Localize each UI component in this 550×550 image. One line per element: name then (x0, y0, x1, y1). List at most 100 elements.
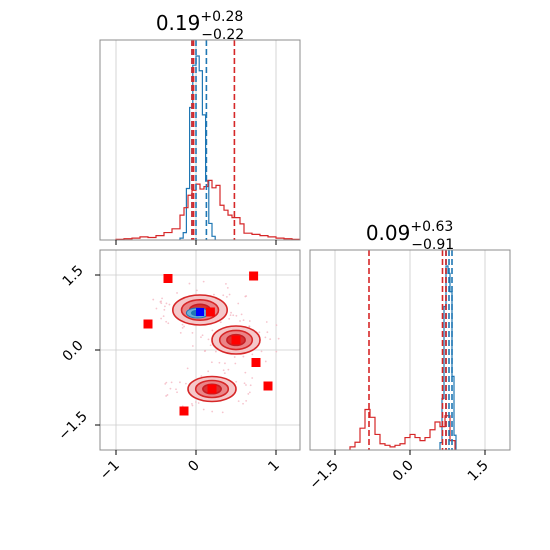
scatter-point (249, 384, 252, 387)
scatter-point (167, 322, 170, 325)
scatter-point (223, 372, 226, 375)
histograms-top-left (115, 55, 300, 240)
scatter-point (221, 411, 224, 414)
scatter-point (230, 311, 232, 314)
title-bottom-right: 0.09+0.63 −0.91 (366, 219, 454, 253)
x-tick-label-bottom-right: 0.0 (390, 458, 417, 485)
scatter-point (229, 314, 232, 317)
quantile-lines-top-left (191, 40, 236, 240)
scatter-point (248, 391, 251, 394)
scatter-point (224, 362, 226, 365)
scatter-point (222, 294, 225, 297)
scatter-point (228, 293, 231, 296)
scatter-point (160, 302, 163, 305)
red-marker (179, 406, 189, 416)
scatter-point (197, 402, 200, 404)
scatter-point (222, 369, 225, 372)
scatter-point (202, 280, 205, 283)
scatter-point (191, 345, 194, 347)
x-ticks-top-left (115, 240, 277, 245)
title-top-left: 0.19+0.28 −0.22 (156, 9, 244, 43)
grid-bottom-left (100, 250, 300, 450)
scatter-point (166, 394, 169, 396)
panel-bottom-right-histogram: −1.5 0.0 1.5 0.09+0.63 −0.91 (306, 219, 511, 493)
scatter-point (265, 321, 268, 323)
scatter-point (191, 402, 193, 405)
scatter-point (176, 391, 178, 394)
scatter-point (260, 350, 263, 353)
histograms-bottom-right (349, 265, 457, 450)
scatter-point (165, 395, 168, 397)
scatter-point (209, 344, 212, 347)
scatter-point (239, 320, 241, 322)
scatter-point (237, 302, 240, 305)
scatter-point (258, 331, 261, 334)
scatter-point (248, 325, 251, 328)
scatter-point (164, 305, 166, 308)
scatter-point (207, 338, 210, 341)
scatter-point (266, 331, 269, 334)
scatter-point (242, 319, 245, 322)
scatter-point (179, 331, 182, 334)
scatter-point (202, 408, 205, 411)
panel-top-left-histogram: 0.19+0.28 −0.22 (99, 9, 301, 245)
scatter-point (244, 371, 247, 374)
scatter-point (165, 320, 168, 323)
scatter-point (275, 324, 278, 327)
scatter-point (225, 295, 228, 298)
scatter-point (203, 350, 206, 353)
scatter-point (245, 384, 247, 386)
scatter-point (247, 393, 250, 395)
scatter-point (161, 297, 163, 300)
scatter-point (233, 356, 236, 358)
scatter-point (213, 293, 215, 296)
y-tick-label: 1.5 (60, 263, 87, 290)
frame-top-left (99, 39, 301, 241)
scatter-point (163, 308, 166, 311)
scatter-point (168, 303, 171, 306)
scatter-point (200, 375, 203, 378)
histogram-series-1 (115, 179, 300, 240)
scatter-point (243, 382, 246, 385)
scatter-point (214, 350, 217, 353)
scatter-point (152, 298, 155, 301)
scatter-point (248, 320, 251, 322)
x-tick-label-bottom-left: 1 (265, 458, 283, 476)
scatter-point (164, 382, 167, 385)
scatter-point (155, 307, 158, 310)
red-marker (163, 274, 173, 283)
scatter-point (169, 387, 172, 390)
red-marker (207, 384, 217, 394)
scatter-point (275, 350, 278, 353)
scatter-point (225, 282, 227, 285)
scatter-point (175, 388, 177, 391)
x-tick-label-bottom-right: −1.5 (306, 458, 341, 493)
red-marker (205, 307, 215, 317)
scatter-point (245, 295, 248, 297)
scatter-point (251, 377, 254, 379)
scatter-point (242, 402, 244, 405)
panel-bottom-left-contour: −1 0 1 −1.5 0.0 1.5 (55, 249, 301, 483)
scatter-point (160, 317, 163, 320)
scatter-point (237, 400, 240, 403)
y-tick-label: −1.5 (55, 408, 90, 443)
scatter-point (165, 302, 168, 305)
scatter-point (269, 338, 272, 341)
blue-marker (196, 308, 204, 316)
scatter-point (234, 362, 237, 365)
scatter-point (235, 380, 238, 383)
scatter-point (228, 317, 231, 320)
x-ticks-bottom-left: −1 0 1 (97, 450, 283, 483)
scatter-point (191, 331, 194, 334)
scatter-point (191, 404, 194, 407)
red-marker (251, 358, 261, 367)
red-marker (231, 335, 241, 345)
scatter-point (179, 381, 181, 384)
histogram-series-1 (349, 408, 456, 450)
y-tick-label: 0.0 (60, 338, 87, 365)
x-tick-label-bottom-right: 1.5 (465, 458, 492, 485)
scatter-point (218, 361, 221, 364)
red-marker (249, 271, 259, 281)
grid-bottom-right (334, 250, 486, 450)
scatter-point (251, 353, 254, 356)
